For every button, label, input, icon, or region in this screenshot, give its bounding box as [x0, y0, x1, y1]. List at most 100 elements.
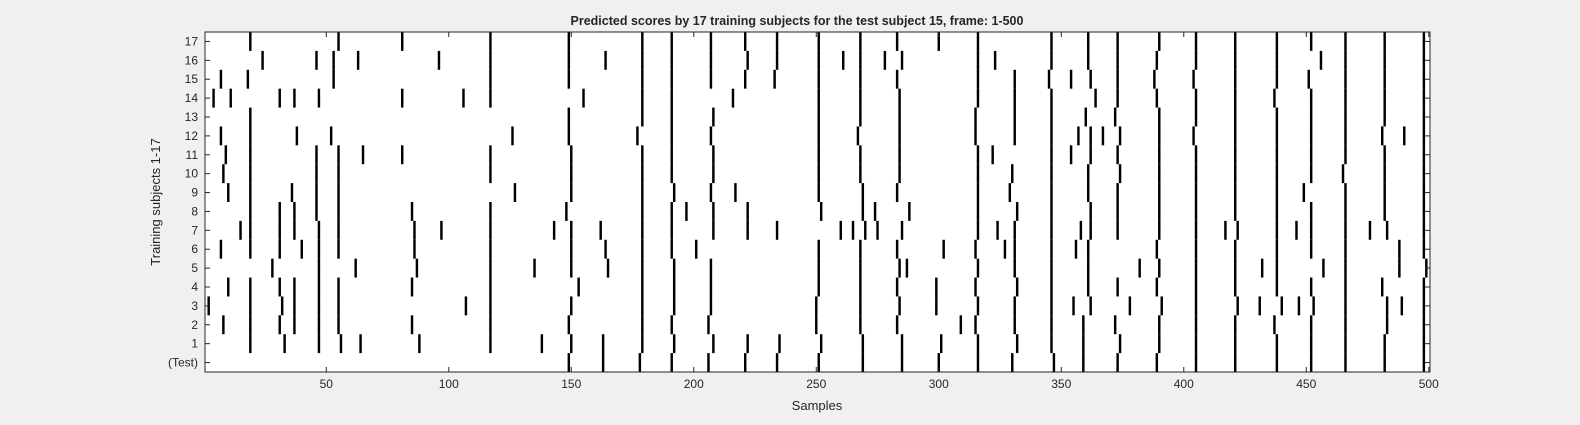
spike-mark: [861, 202, 865, 221]
spike-mark: [1422, 296, 1426, 316]
spike-mark: [1158, 145, 1161, 165]
spike-mark: [337, 202, 340, 221]
spike-mark: [851, 220, 855, 240]
spike-mark: [1309, 145, 1313, 165]
spike-mark: [1155, 50, 1159, 70]
spike-mark: [670, 202, 673, 221]
spike-mark: [670, 69, 673, 89]
spike-mark: [1050, 258, 1053, 278]
spike-mark: [1013, 220, 1016, 240]
spike-mark: [1234, 239, 1237, 259]
spike-mark: [900, 334, 904, 354]
spike-mark: [337, 183, 340, 202]
spike-mark: [1050, 296, 1053, 316]
spike-mark: [1013, 315, 1016, 335]
spike-mark: [1275, 334, 1279, 354]
spike-mark: [283, 334, 286, 354]
spike-mark: [489, 220, 492, 240]
spike-mark: [1194, 220, 1198, 240]
spike-mark: [567, 353, 571, 372]
spike-mark: [1383, 334, 1386, 354]
spike-mark: [261, 50, 264, 70]
spike-mark: [567, 315, 571, 335]
spike-mark: [577, 277, 580, 297]
spike-mark: [489, 239, 492, 259]
y-tick-label: 4: [191, 280, 198, 294]
spike-mark: [410, 202, 414, 221]
spike-mark: [489, 50, 492, 70]
spike-mark: [856, 126, 860, 146]
spike-mark: [317, 334, 321, 354]
spike-mark: [775, 32, 779, 51]
spike-mark: [1383, 88, 1386, 108]
spike-mark: [1309, 334, 1313, 354]
spike-mark: [401, 32, 404, 51]
spike-mark: [1383, 107, 1386, 127]
x-tick-label: 500: [1419, 377, 1439, 391]
spike-mark: [1158, 164, 1161, 184]
spike-mark: [1234, 164, 1237, 184]
spike-mark: [315, 50, 318, 70]
spike-mark: [1422, 277, 1426, 297]
spike-mark: [895, 69, 899, 89]
spike-mark: [670, 145, 673, 165]
spike-mark: [898, 164, 901, 184]
spike-mark: [1013, 88, 1016, 108]
spike-mark: [839, 220, 842, 240]
spike-mark: [1079, 220, 1083, 240]
spike-mark: [670, 107, 673, 127]
spike-mark: [1234, 107, 1237, 127]
spike-mark: [1234, 50, 1237, 70]
spike-mark: [1194, 239, 1198, 259]
spike-mark: [1158, 107, 1161, 127]
spike-mark: [1194, 277, 1198, 297]
spike-mark: [1084, 107, 1087, 127]
spike-mark: [1077, 126, 1080, 146]
spike-mark: [249, 32, 252, 51]
spike-mark: [1050, 277, 1053, 297]
spike-mark: [709, 258, 713, 278]
spike-mark: [1069, 69, 1073, 89]
spike-mark: [1013, 239, 1016, 259]
spike-mark: [1422, 334, 1426, 354]
spike-mark: [513, 183, 517, 202]
spike-mark: [1224, 220, 1227, 240]
spike-mark: [974, 315, 977, 335]
spike-mark: [1087, 183, 1090, 202]
x-tick-label: 150: [561, 377, 581, 391]
spike-mark: [641, 107, 644, 127]
spike-mark: [1344, 258, 1347, 278]
spike-mark: [489, 88, 492, 108]
spike-mark: [859, 107, 862, 127]
spike-mark: [1015, 277, 1019, 297]
spike-mark: [1275, 258, 1279, 278]
spike-mark: [895, 315, 899, 335]
spike-mark: [974, 107, 977, 127]
spike-mark: [1116, 32, 1119, 51]
spike-mark: [489, 334, 492, 354]
spike-mark: [570, 258, 573, 278]
spike-mark: [1158, 334, 1161, 354]
spike-mark: [670, 353, 673, 372]
spike-mark: [317, 277, 321, 297]
spike-mark: [249, 145, 252, 165]
spike-mark: [212, 88, 215, 108]
spike-mark: [1422, 69, 1426, 89]
spike-mark: [570, 164, 573, 184]
spike-mark: [1050, 239, 1053, 259]
spike-mark: [935, 296, 938, 316]
spike-mark: [1344, 202, 1347, 221]
spike-mark: [976, 69, 980, 89]
spike-mark: [359, 334, 362, 354]
spike-mark: [1003, 239, 1007, 259]
spike-mark: [817, 239, 820, 259]
spike-mark: [1381, 126, 1384, 146]
spike-mark: [290, 183, 294, 202]
spike-mark: [361, 145, 365, 165]
spike-mark: [489, 315, 492, 335]
spike-mark: [1385, 220, 1389, 240]
spike-mark: [712, 145, 715, 165]
spike-mark: [567, 69, 571, 89]
spike-mark: [1295, 220, 1298, 240]
spike-mark: [437, 50, 441, 70]
